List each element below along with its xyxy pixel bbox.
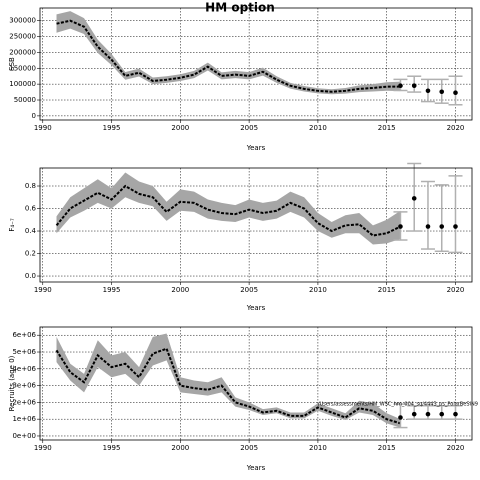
y-axis-label: Recruits (age 0) xyxy=(8,355,16,411)
x-tick-label: 2010 xyxy=(309,444,327,452)
y-axis-label: SSB xyxy=(8,57,16,71)
x-tick-label: 2000 xyxy=(171,124,189,132)
y-axis-label: F₄₋₇ xyxy=(8,218,16,232)
plot-frame xyxy=(39,7,473,121)
panel: 1990 1995 2000 2005 2010 2015 2020 0.0 0.2 0.4 0.6… xyxy=(8,162,473,312)
y-tick-label: 5e+06 xyxy=(12,348,36,356)
x-tick-label: 2005 xyxy=(240,444,258,452)
y-tick-label: 0 xyxy=(32,112,36,120)
x-tick-label: 1995 xyxy=(103,286,121,294)
x-tick-label: 2000 xyxy=(171,286,189,294)
x-tick-label: 2020 xyxy=(447,286,465,294)
projection-point xyxy=(425,88,431,94)
projection-point xyxy=(453,224,458,229)
panel: 1990 1995 2000 2005 2010 2015 2020 0 50000 100000… xyxy=(8,7,473,152)
projection-point xyxy=(411,196,417,201)
y-tick-label: 250000 xyxy=(9,33,36,41)
projection-point xyxy=(439,411,445,417)
projection-point xyxy=(398,415,403,420)
confidence-band xyxy=(56,172,401,245)
y-tick-label: 2e+06 xyxy=(12,398,36,406)
x-axis-label: Years xyxy=(246,304,266,312)
projection-point xyxy=(425,224,431,229)
x-tick-label: 2010 xyxy=(309,124,327,132)
projection-point xyxy=(439,89,445,95)
y-tick-label: 6e+06 xyxy=(12,331,36,339)
y-tick-label: 50000 xyxy=(14,96,36,104)
estimate-line xyxy=(55,184,401,237)
x-tick-label: 2020 xyxy=(447,444,465,452)
x-tick-label: 1990 xyxy=(34,124,52,132)
estimate-line xyxy=(56,19,401,93)
y-tick-label: 0.4 xyxy=(25,227,37,235)
figure-title: HM option xyxy=(205,1,275,15)
x-tick-label: 2005 xyxy=(240,286,258,294)
x-axis-label: Years xyxy=(246,464,266,472)
y-tick-label: 150000 xyxy=(9,64,36,72)
x-tick-label: 1990 xyxy=(34,444,52,452)
projection-point xyxy=(411,83,417,89)
x-tick-label: 1990 xyxy=(34,286,52,294)
y-tick-label: 200000 xyxy=(9,48,36,56)
projection-point xyxy=(398,224,403,229)
y-tick-label: 0e+00 xyxy=(12,432,36,440)
y-tick-label: 0.0 xyxy=(25,272,36,280)
x-axis-label: Years xyxy=(246,144,266,152)
x-tick-label: 2015 xyxy=(378,444,396,452)
y-tick-label: 100000 xyxy=(9,80,36,88)
projection-point xyxy=(453,411,458,417)
y-tick-label: 0.6 xyxy=(25,205,37,213)
y-tick-label: 0.8 xyxy=(25,182,36,190)
y-tick-label: 1e+06 xyxy=(12,415,36,423)
y-tick-label: 3e+06 xyxy=(12,382,36,390)
x-tick-label: 2015 xyxy=(378,124,396,132)
x-tick-label: 2015 xyxy=(378,286,396,294)
projection-point xyxy=(425,411,431,417)
y-tick-label: 4e+06 xyxy=(12,365,36,373)
x-tick-label: 2020 xyxy=(447,124,465,132)
projection-point xyxy=(439,224,445,229)
x-tick-label: 2010 xyxy=(309,286,327,294)
projection-point xyxy=(453,90,458,96)
y-tick-label: 0.2 xyxy=(25,250,36,258)
plot-frame xyxy=(39,326,473,441)
projection-point xyxy=(411,411,417,417)
confidence-band xyxy=(56,11,401,95)
x-tick-label: 1995 xyxy=(103,444,121,452)
x-tick-label: 2005 xyxy=(240,124,258,132)
y-tick-label: 300000 xyxy=(9,17,36,25)
estimate-line xyxy=(55,347,401,425)
plot-frame xyxy=(39,167,473,283)
projection-point xyxy=(398,83,403,89)
x-tick-label: 2000 xyxy=(171,444,189,452)
panel: 1990 1995 2000 2005 2010 2015 2020 0e+00 1e+06 2e… xyxy=(8,326,478,472)
confidence-band xyxy=(56,333,401,428)
annotation: /Users/assessments/HM_WSC_hm_004_sq/4443… xyxy=(318,402,478,408)
x-tick-label: 1995 xyxy=(103,124,121,132)
